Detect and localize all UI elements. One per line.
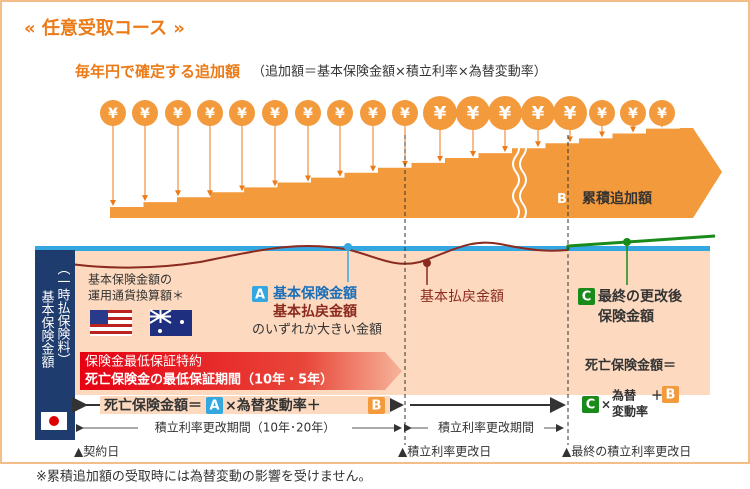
amount-c: 保険金額	[597, 308, 654, 325]
coin	[262, 100, 288, 126]
coin	[100, 100, 126, 126]
badge-b: B	[372, 399, 382, 414]
death-formula: ×	[601, 398, 611, 412]
badge-a: A	[255, 288, 265, 303]
accumulated-label: 累積追加額	[582, 190, 652, 207]
coin	[488, 96, 522, 130]
amount-a: 基本保険金額	[273, 285, 357, 302]
coin-symbol: ¥	[108, 106, 118, 122]
footnote: ※累積追加額の受取時には為替変動の影響を受けません。	[36, 469, 372, 485]
coin	[360, 100, 386, 126]
amount-a: のいずれか大きい金額	[252, 322, 382, 338]
label-bg	[138, 420, 352, 436]
coin-symbol: ¥	[564, 103, 577, 124]
dot	[423, 259, 431, 267]
coin	[589, 100, 615, 126]
subtitle-formula: （追加額＝基本保険金額×積立利率×為替変動率）	[252, 64, 547, 80]
break-mark	[512, 139, 527, 221]
badge-c: C	[582, 290, 592, 305]
coin-symbol: ¥	[499, 103, 512, 124]
coin-symbol: ¥	[467, 103, 480, 124]
badge	[578, 288, 595, 305]
coin	[649, 100, 675, 126]
death-formula: 変動率	[612, 404, 648, 419]
coin-symbol: ¥	[205, 106, 215, 122]
flag-dot	[49, 416, 59, 426]
badge	[206, 397, 223, 414]
coin	[165, 100, 191, 126]
death-formula: ＋	[651, 389, 663, 403]
coin	[423, 96, 457, 130]
period: 積立利率更改期間（10年･20年）	[155, 420, 336, 435]
marker: ▲契約日	[74, 444, 119, 459]
side-box	[35, 250, 75, 440]
coin	[392, 100, 418, 126]
coin	[327, 100, 353, 126]
coins: ¥ ¥ ¥ ¥ ¥ ¥ ¥ ¥ ¥ ¥ ¥ ¥ ¥ ¥ ¥ ¥ ¥ ¥	[100, 96, 675, 206]
badge-b: B	[557, 192, 567, 207]
flag-au	[149, 309, 192, 336]
badge	[553, 190, 571, 208]
coin	[521, 96, 555, 130]
coin-symbol: ¥	[335, 106, 345, 122]
coin	[620, 100, 646, 126]
marker: ▲積立利率更改日	[398, 444, 491, 459]
coin	[553, 96, 587, 130]
marker: ▲最終の積立利率更改日	[562, 444, 691, 459]
period: 積立利率更改期間	[438, 420, 534, 435]
side-main: 基本保険金額	[39, 290, 55, 369]
currency-band	[35, 246, 710, 251]
coin-symbol: ¥	[657, 106, 667, 122]
death-formula: ×為替変動率＋	[225, 397, 321, 414]
coin-symbol: ¥	[532, 103, 545, 124]
badge	[582, 396, 599, 413]
death-formula: 為替	[612, 388, 637, 403]
guarantee: 保険金最低保証特約	[85, 354, 202, 370]
badge-a: A	[209, 399, 219, 414]
coin-symbol: ¥	[434, 103, 447, 124]
guarantee: 死亡保険金の最低保証期間（10年・5年）	[85, 372, 333, 388]
badge	[662, 386, 679, 403]
coin	[456, 96, 490, 130]
death-formula: 死亡保険金額＝	[585, 358, 676, 374]
amount-c: 最終の更改後	[598, 288, 683, 305]
coin-symbol: ¥	[140, 106, 150, 122]
dot	[344, 243, 352, 251]
coin	[295, 100, 321, 126]
label-bg	[428, 420, 544, 436]
refund-label: 基本払戻金額	[420, 288, 504, 305]
coin-symbol: ¥	[173, 106, 183, 122]
death-formula: 死亡保険金額＝	[103, 397, 202, 414]
note: 基本保険金額の	[88, 272, 172, 287]
title: « 任意受取コース »	[24, 17, 185, 39]
badge-c: C	[586, 398, 596, 413]
badge	[252, 286, 268, 302]
flag-us	[90, 310, 132, 336]
note: 運用通貨換算額＊	[88, 288, 184, 303]
dot	[623, 238, 631, 246]
badge-b: B	[666, 388, 676, 403]
coin-symbol: ¥	[368, 106, 378, 122]
coin	[229, 100, 255, 126]
coin-symbol: ¥	[270, 106, 280, 122]
side-sub: （一時払保険料）	[55, 262, 71, 366]
coin	[132, 100, 158, 126]
badge	[368, 397, 385, 414]
coin-symbol: ¥	[597, 106, 607, 122]
coin-symbol: ¥	[400, 106, 410, 122]
subtitle-emphasis: 毎年円で確定する追加額	[75, 63, 240, 81]
coin-symbol: ¥	[237, 106, 247, 122]
amount-a: 基本払戻金額	[273, 303, 357, 320]
coin-symbol: ¥	[628, 106, 638, 122]
guarantee-banner	[80, 352, 402, 390]
refund-curve	[34, 241, 569, 269]
label-bg	[100, 396, 390, 414]
coin	[197, 100, 223, 126]
coin-symbol: ¥	[303, 106, 313, 122]
